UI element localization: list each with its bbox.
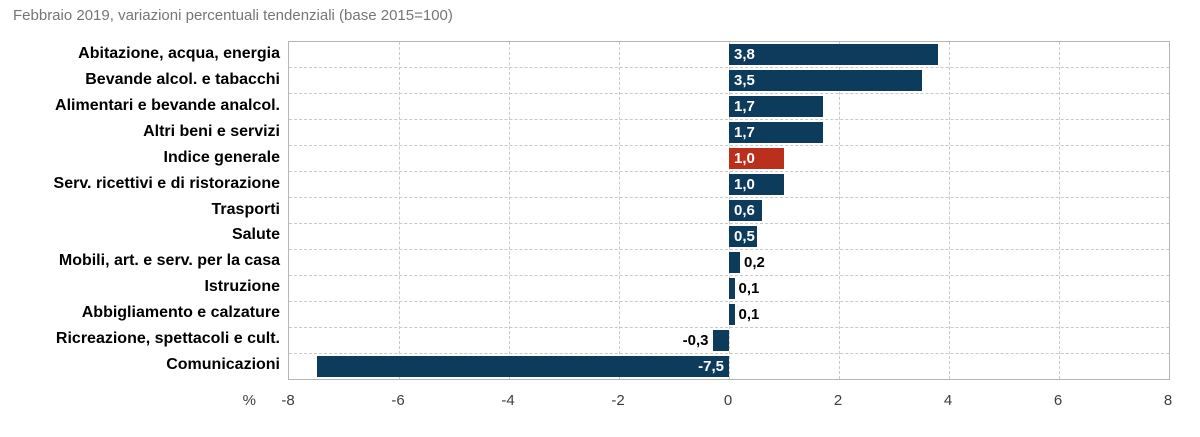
bar	[729, 200, 762, 221]
bar	[729, 44, 938, 66]
bar-value-label: 1,0	[734, 150, 755, 168]
bar	[729, 174, 784, 196]
category-label: Comunicazioni	[166, 356, 280, 374]
x-axis-tick-label: 6	[1053, 392, 1063, 409]
bar-value-label: 1,7	[734, 98, 755, 116]
x-axis-tick-label: -2	[611, 392, 625, 409]
vertical-gridline	[508, 42, 510, 379]
bar	[729, 70, 922, 92]
chart-title: Febbraio 2019, variazioni percentuali te…	[13, 7, 453, 24]
x-axis-tick-label: 2	[833, 392, 843, 409]
x-axis-tick-label: 8	[1163, 392, 1173, 409]
bar-value-label: 0,6	[734, 202, 755, 219]
bar-value-label: 0,5	[734, 227, 755, 245]
category-label: Abitazione, acqua, energia	[78, 44, 280, 62]
bar-value-label: 3,5	[734, 72, 755, 90]
category-label: Salute	[231, 226, 280, 244]
category-label: Istruzione	[204, 278, 280, 296]
horizontal-gridline	[289, 352, 1169, 354]
category-label: Bevande alcol. e tabacchi	[85, 70, 280, 88]
bar-value-label: -7,5	[698, 357, 724, 375]
bar-value-label: 1,7	[734, 124, 755, 142]
vertical-gridline	[618, 42, 620, 379]
vertical-gridline	[398, 42, 400, 379]
bar-value-label: -0,3	[682, 331, 709, 349]
bar	[729, 251, 740, 273]
bar	[729, 277, 735, 299]
bar-value-label: 1,0	[734, 176, 755, 194]
bar-value-label: 0,1	[738, 279, 760, 297]
horizontal-gridline	[289, 326, 1169, 328]
horizontal-gridline	[289, 119, 1169, 121]
bar	[729, 122, 823, 144]
vertical-gridline	[838, 42, 840, 379]
vertical-gridline	[1058, 42, 1060, 379]
horizontal-gridline	[289, 171, 1169, 173]
x-axis-tick-label: -6	[391, 392, 405, 409]
bar-value-label: 0,2	[744, 253, 765, 271]
horizontal-gridline	[289, 222, 1169, 224]
x-axis-tick-label: -4	[501, 392, 515, 409]
category-label: Indice generale	[163, 148, 281, 166]
horizontal-gridline	[289, 248, 1169, 250]
category-label: Serv. ricettivi e di ristorazione	[53, 174, 280, 192]
bar-value-label: 3,8	[734, 46, 755, 64]
bar	[712, 329, 729, 351]
bar-value-label: 0,1	[738, 305, 760, 323]
category-label: Altri beni e servizi	[143, 122, 280, 140]
bar	[729, 96, 823, 118]
bar	[729, 225, 757, 247]
category-label: Mobili, art. e serv. per la casa	[58, 252, 280, 270]
plot-area: 3,8 3,5 1,7 1,7 1,0 1,0 0,6 0,5 0,2 0,1 0,1 -0,3 -7,…	[288, 41, 1170, 380]
x-axis-tick-label: 0	[723, 392, 733, 409]
horizontal-gridline	[289, 93, 1169, 95]
vertical-gridline	[948, 42, 950, 379]
bar-highlight	[729, 148, 784, 170]
x-axis-tick-label: -8	[281, 392, 295, 409]
horizontal-gridline	[289, 145, 1169, 147]
bar	[729, 303, 735, 325]
category-label: Trasporti	[211, 200, 280, 218]
category-label: Abbigliamento e calzature	[81, 304, 280, 322]
category-label: Ricreazione, spettacoli e cult.	[55, 330, 280, 348]
horizontal-gridline	[289, 274, 1169, 276]
bar	[316, 355, 729, 377]
horizontal-gridline	[289, 197, 1169, 199]
horizontal-gridline	[289, 67, 1169, 69]
horizontal-gridline	[289, 300, 1169, 302]
x-axis-tick-label: 4	[943, 392, 953, 409]
category-label: Alimentari e bevande analcol.	[55, 96, 280, 114]
x-axis-unit-label: %	[242, 392, 256, 409]
